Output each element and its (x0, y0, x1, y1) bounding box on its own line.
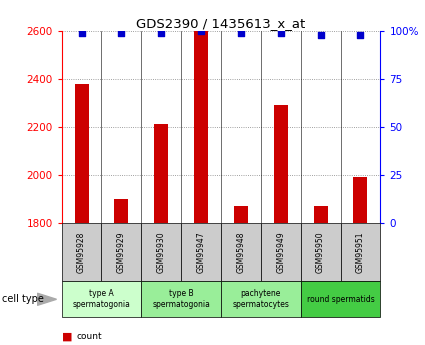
Point (357, 32, 364, 38)
Text: ■: ■ (62, 332, 72, 341)
Title: GDS2390 / 1435613_x_at: GDS2390 / 1435613_x_at (136, 17, 306, 30)
Bar (221, 281, 300, 317)
Bar (261, 223, 300, 281)
Text: GSM95929: GSM95929 (117, 231, 126, 273)
Bar (314, 206, 328, 223)
Polygon shape (37, 293, 57, 305)
Text: cell type: cell type (2, 294, 44, 304)
Bar (141, 281, 221, 317)
Text: GSM95947: GSM95947 (197, 231, 206, 273)
Text: round spermatids: round spermatids (307, 295, 374, 304)
Point (198, 28, 204, 34)
Bar (340, 223, 380, 281)
Point (118, 30, 125, 36)
Bar (274, 105, 288, 223)
Bar (234, 206, 248, 223)
Text: GSM95948: GSM95948 (236, 231, 245, 273)
Point (278, 30, 284, 36)
Bar (354, 177, 368, 223)
Bar (221, 223, 261, 281)
Point (78, 30, 85, 36)
Bar (154, 125, 168, 223)
Bar (300, 223, 340, 281)
Text: pachytene
spermatocytes: pachytene spermatocytes (232, 289, 289, 309)
Bar (102, 223, 141, 281)
Bar (141, 223, 181, 281)
Text: GSM95950: GSM95950 (316, 231, 325, 273)
Text: GSM95930: GSM95930 (157, 231, 166, 273)
Bar (300, 281, 380, 317)
Point (317, 32, 324, 38)
Text: GSM95951: GSM95951 (356, 231, 365, 273)
Text: GSM95928: GSM95928 (77, 231, 86, 273)
Text: GSM95949: GSM95949 (276, 231, 285, 273)
Bar (194, 31, 208, 223)
Text: type B
spermatogonia: type B spermatogonia (152, 289, 210, 309)
Text: type A
spermatogonia: type A spermatogonia (73, 289, 130, 309)
Text: count: count (76, 332, 102, 341)
Point (238, 30, 244, 36)
Bar (114, 199, 128, 223)
Bar (74, 84, 88, 223)
Bar (62, 281, 141, 317)
Bar (62, 223, 102, 281)
Point (158, 30, 164, 36)
Bar (181, 223, 221, 281)
